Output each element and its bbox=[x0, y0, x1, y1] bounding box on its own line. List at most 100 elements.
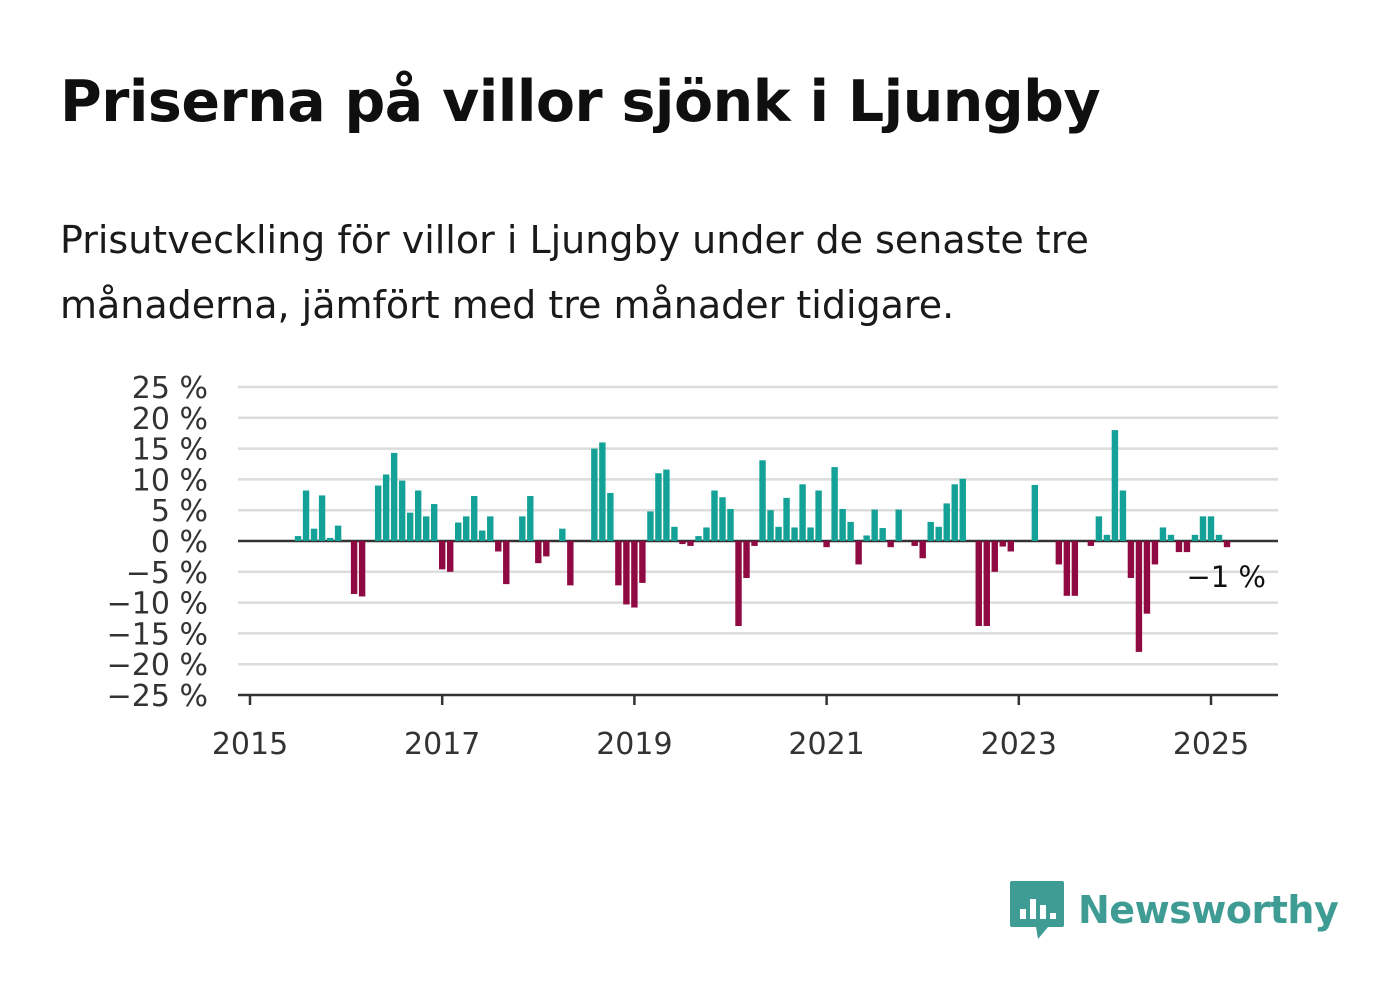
bar bbox=[863, 535, 870, 541]
bar bbox=[1199, 516, 1207, 541]
bar bbox=[735, 541, 742, 627]
x-tick-label: 2017 bbox=[404, 727, 480, 762]
bar bbox=[599, 442, 606, 541]
bar bbox=[527, 496, 534, 541]
bar bbox=[326, 537, 334, 541]
bar bbox=[791, 527, 798, 541]
bar bbox=[743, 541, 750, 578]
y-tick-label: 15 % bbox=[132, 433, 208, 468]
bar bbox=[839, 508, 846, 541]
bar bbox=[695, 536, 702, 541]
y-tick-label: 10 % bbox=[132, 463, 208, 498]
bar bbox=[519, 516, 526, 541]
bar bbox=[1095, 516, 1103, 541]
newsworthy-logo: Newsworthy bbox=[1008, 878, 1339, 942]
x-axis: 2015 2017 2019 2021 2023 2025 bbox=[212, 693, 1278, 762]
bar bbox=[503, 541, 510, 585]
bar bbox=[463, 516, 470, 541]
bar bbox=[943, 503, 950, 541]
bar bbox=[815, 490, 822, 541]
bar bbox=[783, 497, 790, 541]
bar bbox=[687, 541, 694, 546]
bar bbox=[1127, 541, 1135, 578]
bar bbox=[647, 511, 654, 541]
bar bbox=[631, 541, 638, 608]
chart-title: Priserna på villor sjönk i Ljungby bbox=[60, 69, 1101, 135]
y-tick-label: −20 % bbox=[107, 648, 208, 683]
bar bbox=[398, 480, 406, 541]
bar bbox=[430, 504, 438, 541]
bar-series bbox=[294, 430, 1231, 652]
y-tick-label: 25 % bbox=[132, 371, 208, 406]
bar bbox=[334, 525, 342, 541]
bar bbox=[759, 460, 766, 541]
bar bbox=[438, 541, 446, 570]
bar bbox=[959, 478, 966, 541]
bar bbox=[1151, 541, 1159, 565]
bar bbox=[703, 527, 710, 541]
bar bbox=[1007, 541, 1014, 552]
x-tick-label: 2015 bbox=[212, 727, 288, 762]
y-axis-labels: 25 %20 %15 %10 %5 %0 %−5 %−10 %−15 %−20 … bbox=[107, 371, 208, 714]
bar bbox=[983, 541, 990, 627]
bar bbox=[623, 541, 630, 605]
bar bbox=[991, 541, 998, 572]
bar bbox=[559, 528, 566, 541]
bar bbox=[455, 522, 462, 541]
bar bbox=[1055, 541, 1063, 565]
bar-chart-speech-bubble-icon bbox=[1010, 881, 1064, 939]
bar bbox=[855, 541, 862, 565]
bar bbox=[711, 490, 718, 541]
bar bbox=[1031, 484, 1039, 541]
bar bbox=[1175, 541, 1183, 553]
bar bbox=[1111, 430, 1119, 541]
bar bbox=[975, 541, 982, 627]
bar bbox=[543, 541, 550, 557]
x-tick-label: 2021 bbox=[788, 727, 864, 762]
brand-name: Newsworthy bbox=[1078, 888, 1339, 932]
y-tick-label: −10 % bbox=[107, 587, 208, 622]
bar bbox=[727, 508, 734, 541]
bar bbox=[679, 541, 686, 545]
x-tick-label: 2019 bbox=[596, 727, 672, 762]
bar bbox=[655, 473, 662, 541]
bar bbox=[951, 484, 958, 541]
bar bbox=[447, 541, 454, 572]
bar bbox=[879, 528, 886, 541]
bar bbox=[422, 516, 430, 541]
bar bbox=[927, 521, 934, 541]
bar bbox=[1143, 541, 1151, 614]
bar bbox=[1063, 541, 1071, 596]
bar bbox=[831, 467, 838, 541]
y-tick-label: 5 % bbox=[151, 494, 208, 529]
bar bbox=[1191, 534, 1199, 541]
y-tick-label: −25 % bbox=[107, 679, 208, 714]
bar bbox=[919, 541, 926, 559]
bar bbox=[350, 541, 358, 594]
bar bbox=[591, 448, 598, 541]
bar bbox=[302, 490, 310, 541]
bar bbox=[767, 510, 774, 541]
bar bbox=[823, 541, 830, 548]
last-value-label: −1 % bbox=[1186, 560, 1266, 594]
bar bbox=[1159, 527, 1167, 541]
bar bbox=[374, 485, 382, 541]
y-tick-label: −15 % bbox=[107, 617, 208, 652]
bar bbox=[1103, 534, 1111, 541]
bar bbox=[871, 509, 878, 541]
bar bbox=[1215, 534, 1223, 541]
bar bbox=[567, 541, 574, 586]
bar bbox=[847, 521, 854, 541]
bar bbox=[1167, 534, 1175, 541]
bar bbox=[495, 541, 502, 552]
bar bbox=[663, 469, 670, 541]
bar bbox=[382, 474, 390, 541]
bar bbox=[390, 452, 398, 541]
x-tick-label: 2025 bbox=[1173, 727, 1249, 762]
bar bbox=[751, 541, 758, 546]
bar bbox=[535, 541, 542, 564]
bar bbox=[479, 530, 486, 541]
y-tick-label: −5 % bbox=[126, 556, 208, 591]
bar bbox=[719, 497, 726, 541]
bar bbox=[487, 516, 494, 541]
